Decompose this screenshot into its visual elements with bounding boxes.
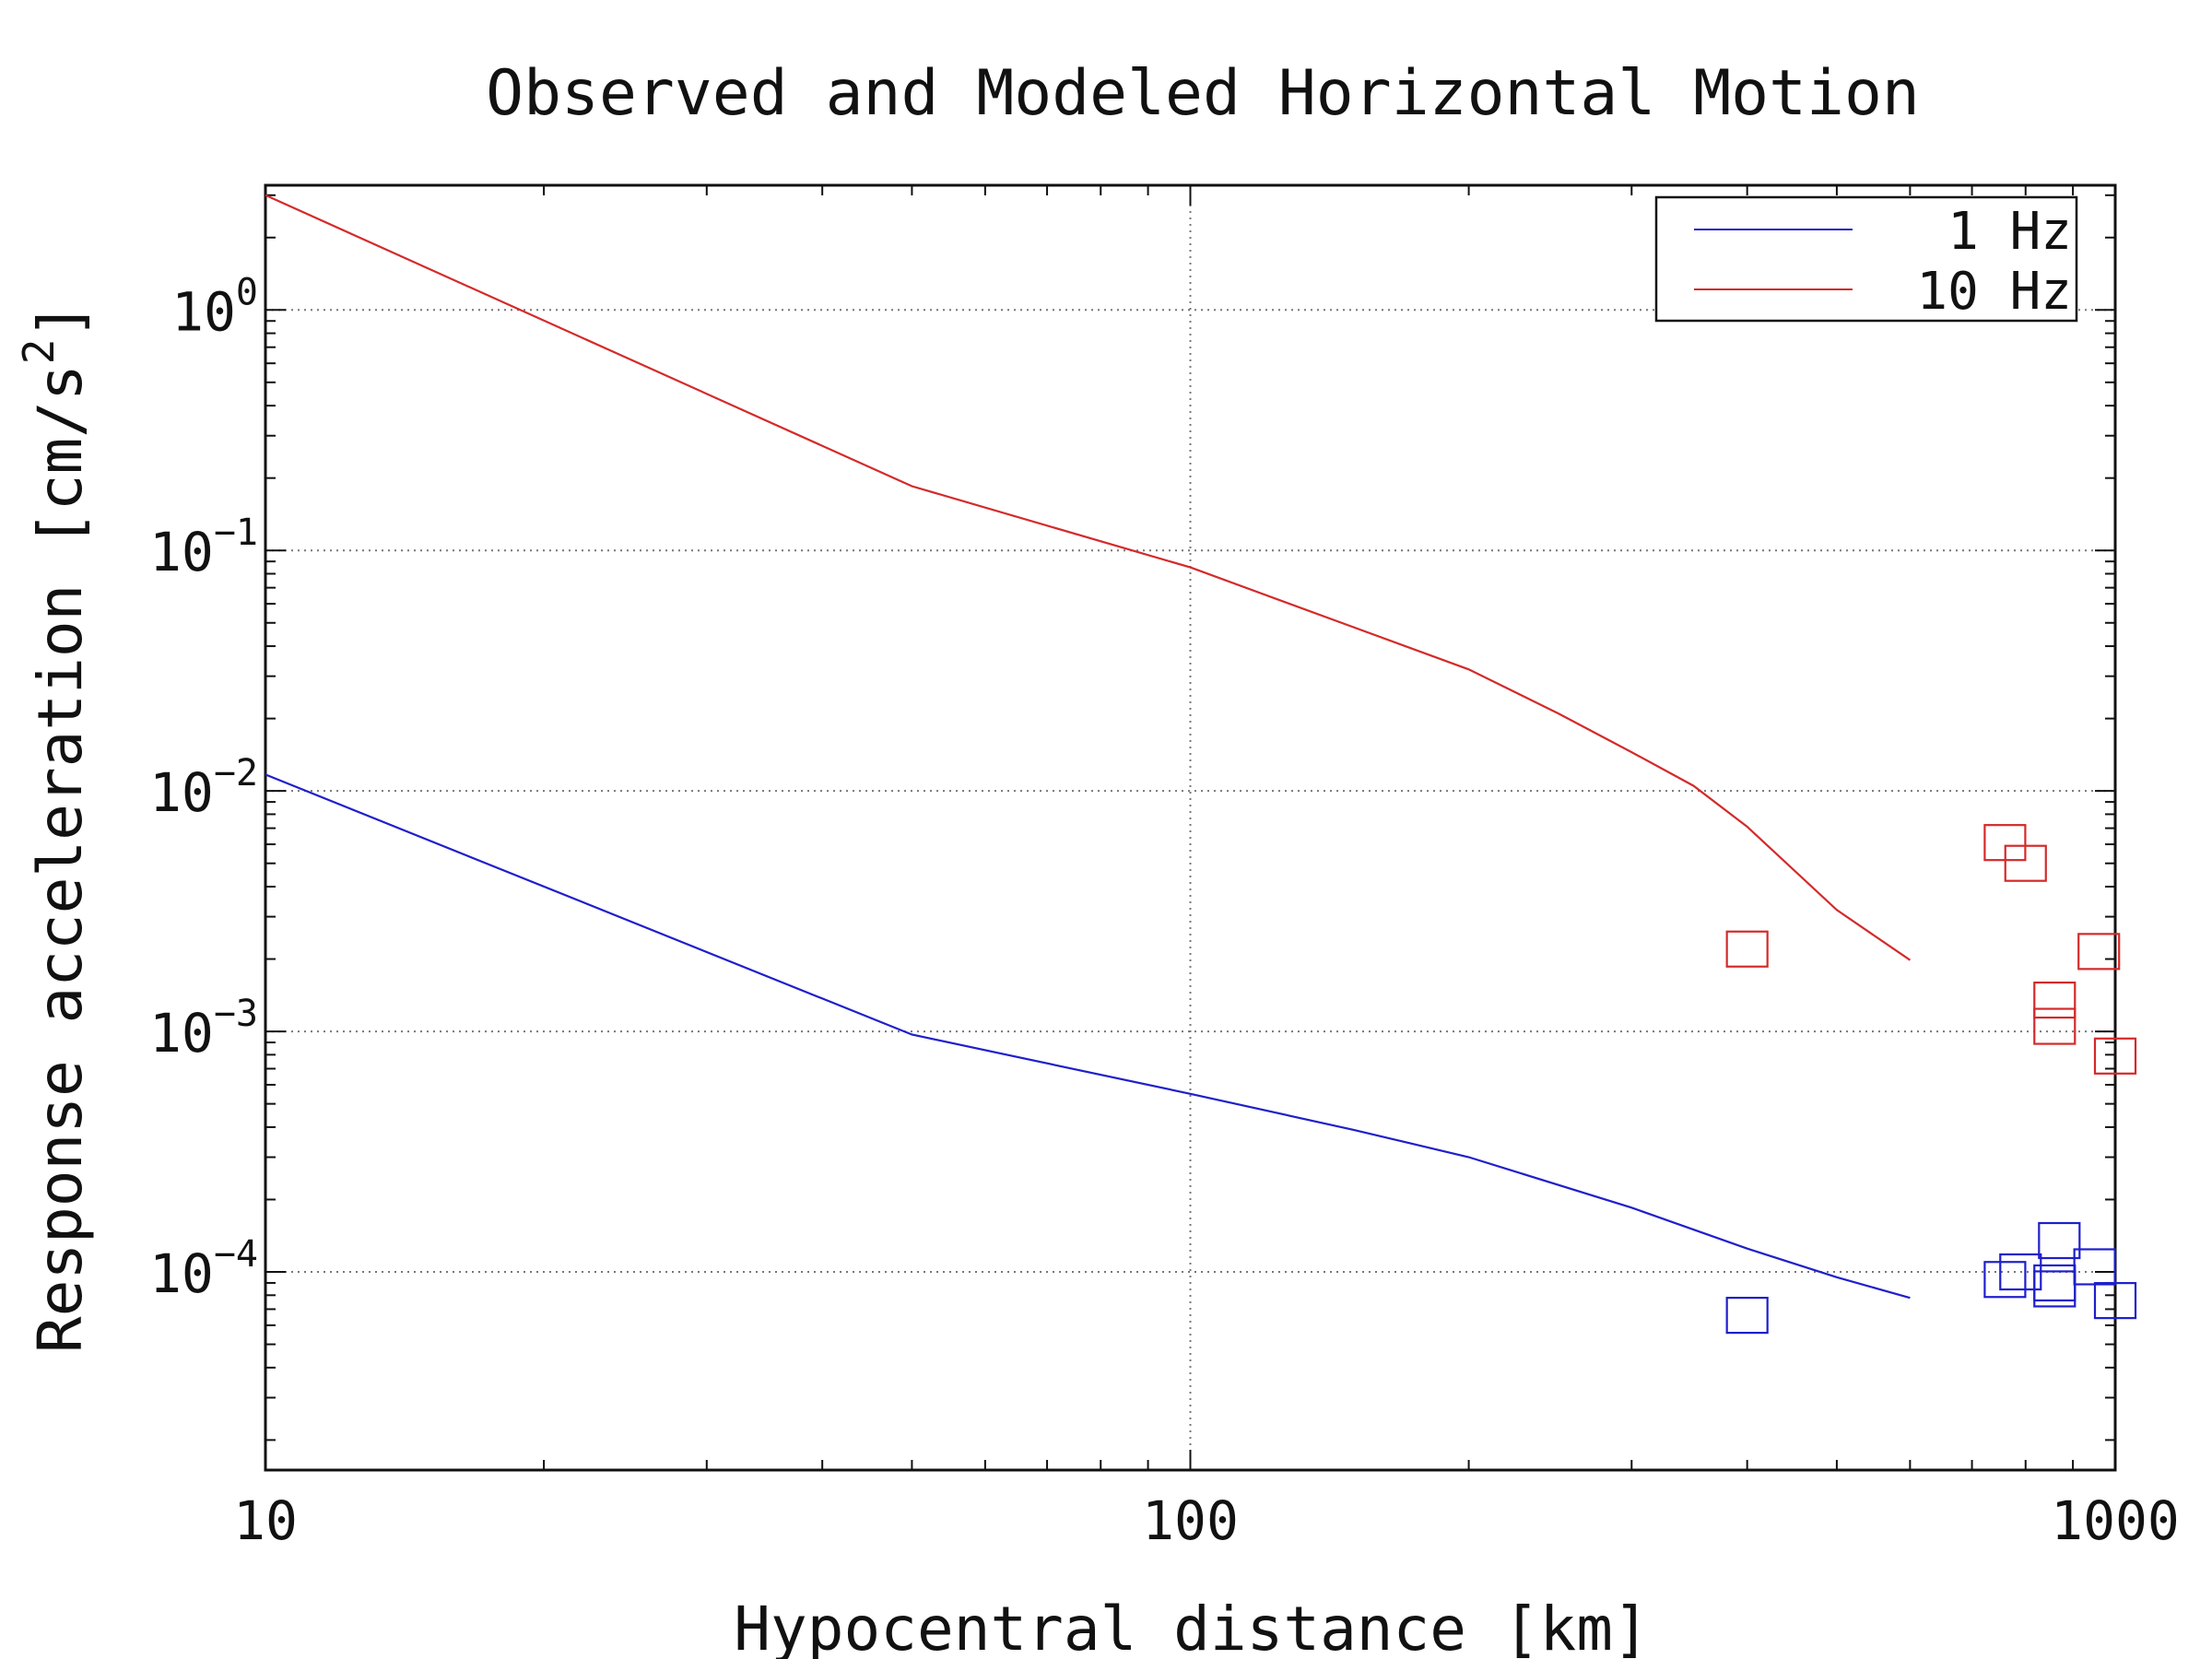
observed-point-1hz bbox=[2093, 1282, 2137, 1320]
y-tick-label-exp: −3 bbox=[214, 993, 258, 1035]
x-axis-label: Hypocentral distance [km] bbox=[734, 1594, 1649, 1659]
y-tick-label-exp: −2 bbox=[214, 752, 258, 794]
series-group bbox=[265, 194, 2137, 1335]
y-tick-label-exp: 0 bbox=[236, 271, 258, 313]
y-tick-label: 10−1 bbox=[149, 512, 258, 583]
legend-box bbox=[1654, 195, 2078, 323]
x-tick-label: 1000 bbox=[2051, 1489, 2180, 1552]
observed-point-10hz bbox=[2033, 981, 2077, 1019]
model-line-10hz bbox=[265, 194, 1912, 961]
model-line-1hz bbox=[265, 773, 1911, 1300]
grid bbox=[265, 185, 2115, 1470]
y-axis-label-text: Response acceleration [cm/s bbox=[25, 364, 96, 1353]
observed-point-10hz bbox=[2004, 844, 2047, 882]
y-tick-label: 10−2 bbox=[149, 752, 258, 824]
y-tick-label-exp: −1 bbox=[214, 512, 258, 554]
y-tick-label: 10−3 bbox=[149, 993, 258, 1065]
observed-point-10hz bbox=[1725, 930, 1769, 968]
observed-point-1hz bbox=[1983, 1261, 2027, 1299]
y-tick-label-base: 10 bbox=[149, 521, 214, 583]
y-tick-label-base: 10 bbox=[171, 280, 236, 343]
y-tick-label: 100 bbox=[171, 271, 258, 343]
y-tick-label-base: 10 bbox=[149, 761, 214, 824]
legend-label-10hz: 10 Hz bbox=[1916, 262, 2072, 322]
y-tick-label-exp: −4 bbox=[214, 1233, 258, 1276]
y-tick-label-base: 10 bbox=[149, 1002, 214, 1065]
x-tick-label: 10 bbox=[233, 1489, 298, 1552]
y-tick-label-base: 10 bbox=[149, 1242, 214, 1305]
observed-point-10hz bbox=[2033, 1007, 2077, 1045]
y-axis-label-sup: 2 bbox=[14, 339, 64, 365]
y-tick-label: 10−4 bbox=[149, 1233, 258, 1305]
y-axis-label: Response acceleration [cm/s2] bbox=[14, 302, 96, 1353]
x-tick-labels: 10 100 1000 bbox=[233, 1489, 2180, 1552]
y-axis-label-close: ] bbox=[25, 302, 96, 339]
observed-point-10hz bbox=[2077, 933, 2121, 971]
chart-title: Observed and Modeled Horizontal Motion bbox=[486, 57, 1920, 130]
observed-point-1hz bbox=[2033, 1270, 2077, 1308]
legend-label-1hz: 1 Hz bbox=[1947, 202, 2072, 262]
observed-point-1hz bbox=[2038, 1221, 2081, 1260]
legend: 1 Hz 10 Hz bbox=[1654, 195, 2078, 323]
plot-frame bbox=[264, 183, 2117, 1472]
observed-point-1hz bbox=[1725, 1297, 1769, 1335]
observed-point-10hz bbox=[2093, 1037, 2137, 1075]
x-tick-label: 100 bbox=[1142, 1489, 1239, 1552]
